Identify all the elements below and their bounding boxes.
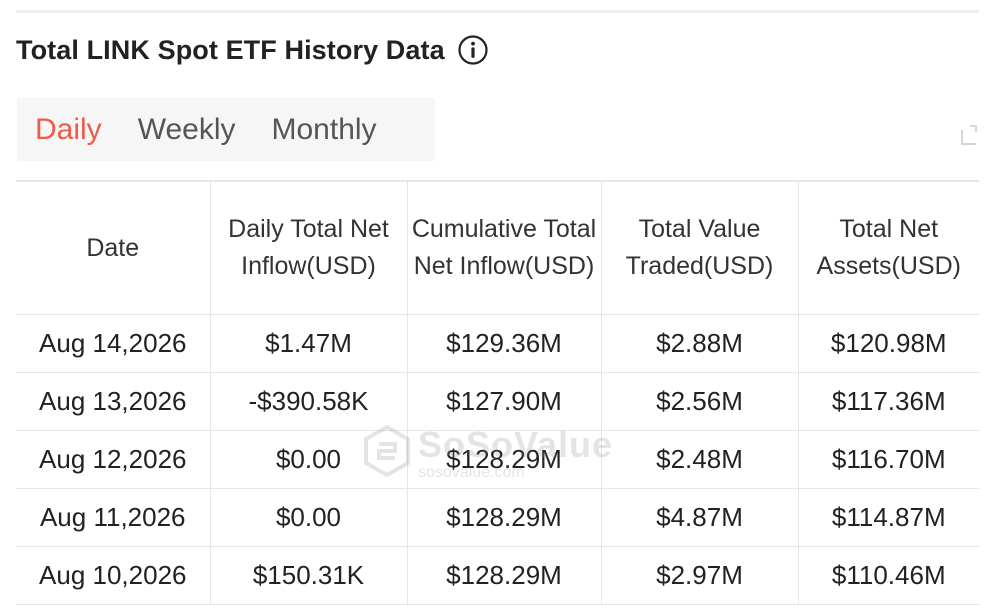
cell-total-net-assets: $116.70M — [797, 430, 979, 489]
cell-total-net-assets: $114.87M — [797, 488, 979, 547]
etf-history-table: Date Daily Total Net Inflow(USD) Cumulat… — [16, 180, 979, 605]
tab-weekly[interactable]: Weekly — [137, 113, 236, 146]
cell-cumulative-net-inflow: $128.29M — [406, 546, 602, 605]
column-header-date: Date — [16, 180, 211, 315]
cell-cumulative-net-inflow: $127.90M — [406, 372, 602, 431]
table-row: Aug 11,2026 $0.00 $128.29M $4.87M $114.8… — [16, 488, 979, 547]
cell-total-net-assets: $117.36M — [797, 372, 979, 431]
column-header-daily-net-inflow: Daily Total Net Inflow(USD) — [209, 180, 408, 315]
export-icon[interactable] — [958, 122, 980, 148]
cell-total-value-traded: $2.56M — [600, 372, 799, 431]
cell-date: Aug 14,2026 — [16, 314, 211, 373]
cell-date: Aug 13,2026 — [16, 372, 211, 431]
table-row: Aug 12,2026 $0.00 $128.29M $2.48M $116.7… — [16, 430, 979, 489]
page-title: Total LINK Spot ETF History Data — [16, 34, 445, 65]
table-row: Aug 13,2026 -$390.58K $127.90M $2.56M $1… — [16, 372, 979, 431]
cell-daily-net-inflow: $0.00 — [209, 488, 408, 547]
table-header-row: Date Daily Total Net Inflow(USD) Cumulat… — [16, 180, 979, 315]
top-divider — [16, 10, 979, 13]
cell-date: Aug 12,2026 — [16, 430, 211, 489]
cell-date: Aug 10,2026 — [16, 546, 211, 605]
cell-daily-net-inflow: $0.00 — [209, 430, 408, 489]
cell-total-value-traded: $4.87M — [600, 488, 799, 547]
table-row: Aug 10,2026 $150.31K $128.29M $2.97M $11… — [16, 546, 979, 605]
header: Total LINK Spot ETF History Data — [16, 32, 489, 68]
cell-total-value-traded: $2.97M — [600, 546, 799, 605]
cell-daily-net-inflow: $150.31K — [209, 546, 408, 605]
info-icon[interactable] — [457, 34, 489, 66]
cell-cumulative-net-inflow: $128.29M — [406, 430, 602, 489]
column-header-total-value-traded: Total Value Traded(USD) — [600, 180, 799, 315]
cell-daily-net-inflow: -$390.58K — [209, 372, 408, 431]
column-header-total-net-assets: Total Net Assets(USD) — [797, 180, 979, 315]
cell-cumulative-net-inflow: $129.36M — [406, 314, 602, 373]
cell-date: Aug 11,2026 — [16, 488, 211, 547]
cell-total-value-traded: $2.48M — [600, 430, 799, 489]
tab-monthly[interactable]: Monthly — [271, 113, 377, 146]
cell-daily-net-inflow: $1.47M — [209, 314, 408, 373]
table-row: Aug 14,2026 $1.47M $129.36M $2.88M $120.… — [16, 314, 979, 373]
cell-total-net-assets: $120.98M — [797, 314, 979, 373]
cell-cumulative-net-inflow: $128.29M — [406, 488, 602, 547]
cell-total-net-assets: $110.46M — [797, 546, 979, 605]
cell-total-value-traded: $2.88M — [600, 314, 799, 373]
tab-daily[interactable]: Daily — [35, 113, 102, 146]
period-tabs: Daily Weekly Monthly — [17, 98, 435, 161]
column-header-cumulative-net-inflow: Cumulative Total Net Inflow(USD) — [406, 180, 602, 315]
